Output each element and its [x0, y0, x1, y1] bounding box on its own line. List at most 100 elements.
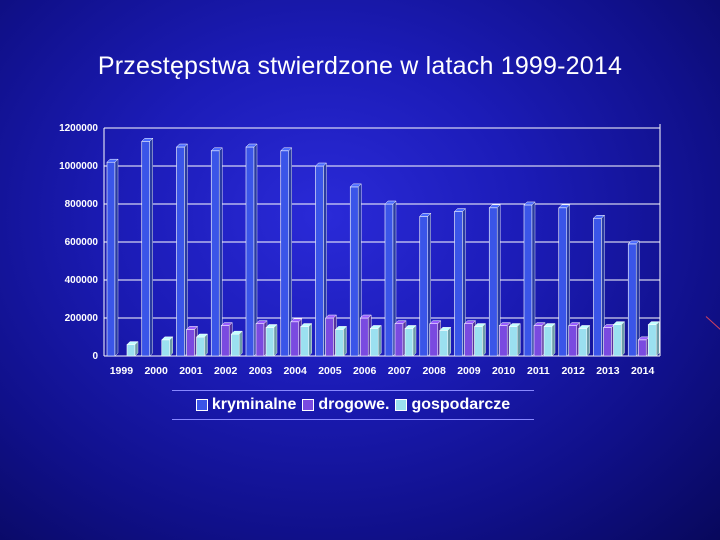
bar-front: [141, 141, 151, 357]
bar-front: [488, 207, 498, 357]
bar-side: [656, 321, 660, 357]
bar-front: [637, 339, 647, 357]
y-tick-label: 200000: [65, 313, 99, 324]
bar-gospodarcze-2002: [230, 330, 243, 357]
x-tick-label: 2011: [527, 365, 550, 377]
x-tick-label: 2012: [561, 365, 585, 377]
legend-item-gospodarcze: gospodarcze: [395, 396, 510, 414]
bar-front: [603, 327, 612, 357]
bar-front: [369, 328, 379, 357]
x-tick-label: 2002: [214, 365, 238, 377]
slide-title: Przestępstwa stwierdzone w latach 1999-2…: [97, 52, 623, 80]
y-tick-labels: 1200000 1000000 800000 600000 400000 200000 0: [59, 123, 98, 362]
bar-gospodarcze-2010: [508, 323, 521, 357]
bar-front: [627, 243, 637, 357]
bar-front: [161, 339, 171, 357]
bar-front: [280, 150, 290, 357]
bar-gospodarcze-2012: [578, 324, 591, 357]
bar-kryminalne-2003: [245, 143, 258, 357]
bar-side: [586, 324, 590, 357]
bar-gospodarcze-1999: [126, 341, 139, 357]
bar-front: [394, 323, 404, 357]
x-tick-label: 2001: [179, 365, 203, 377]
bar-side: [517, 323, 521, 357]
bar-front: [106, 161, 116, 357]
bar-gospodarcze-2013: [612, 321, 626, 357]
bar-drogowe-2003: [255, 320, 268, 357]
bar-front: [429, 323, 439, 357]
bar-side: [308, 323, 312, 357]
bar-front: [359, 317, 369, 357]
bar-kryminalne-2013: [592, 214, 606, 357]
x-tick-label: 2003: [249, 365, 273, 377]
legend-swatch-kryminalne: [195, 399, 208, 411]
bar-gospodarcze-2001: [195, 333, 209, 357]
bar-gospodarcze-2008: [439, 326, 452, 357]
bar-front: [558, 207, 568, 357]
bar-front: [533, 325, 543, 357]
x-tick-label: 2005: [318, 365, 342, 377]
bar-side: [412, 324, 417, 357]
bar-drogowe-2005: [324, 314, 338, 357]
bar-side: [134, 341, 139, 357]
bar-side: [378, 324, 382, 357]
x-tick-labels: 1999 2000 2001 2002 2003 2004 2005 2006 2007 2008…: [110, 365, 655, 377]
bar-side: [273, 324, 278, 357]
bar-kryminalne-2007: [384, 200, 397, 357]
y-tick-label: 400000: [65, 275, 99, 286]
x-tick-label: 2013: [596, 365, 620, 377]
bar-drogowe-2011: [533, 322, 546, 357]
legend-item-drogowe: drogowe.: [302, 396, 389, 414]
bar-front: [593, 217, 602, 357]
bar-side: [447, 326, 451, 357]
bar-kryminalne-2014: [627, 240, 640, 357]
bar-front: [335, 329, 344, 357]
bar-side: [636, 240, 640, 357]
bar-front: [498, 325, 508, 357]
bar-front: [220, 325, 230, 357]
bar-gospodarcze-2003: [265, 324, 278, 357]
bar-front: [419, 216, 429, 357]
bar-gospodarcze-2014: [647, 321, 660, 357]
bar-drogowe-2012: [568, 322, 581, 357]
bar-side: [482, 323, 486, 357]
x-tick-label: 2010: [492, 365, 516, 377]
bar-front: [404, 328, 414, 357]
bar-drogowe-2014: [637, 336, 650, 357]
bar-front: [265, 327, 275, 357]
x-tick-label: 2004: [283, 365, 307, 377]
legend-swatch-drogowe: [302, 399, 315, 411]
bar-gospodarcze-2004: [300, 323, 313, 357]
bar-gospodarcze-2011: [543, 323, 556, 357]
bar-drogowe-2008: [429, 320, 442, 357]
bar-side: [204, 333, 208, 357]
bar-drogowe-2010: [498, 322, 511, 357]
bar-front: [210, 150, 220, 357]
bar-side: [169, 336, 173, 357]
legend-label-gospodarcze: gospodarcze: [411, 396, 511, 413]
bar-front: [126, 344, 136, 357]
bar-side: [343, 325, 347, 357]
bar-kryminalne-2009: [453, 208, 467, 357]
bar-kryminalne-2011: [523, 201, 536, 357]
bar-front: [439, 330, 449, 357]
bar-drogowe-2002: [220, 322, 233, 357]
bar-front: [474, 326, 483, 357]
bar-kryminalne-2010: [488, 204, 501, 357]
bar-front: [454, 211, 463, 357]
bar-kryminalne-2001: [175, 143, 189, 357]
bar-kryminalne-2004: [280, 147, 293, 357]
bar-kryminalne-2006: [349, 183, 362, 357]
bar-gospodarcze-2006: [369, 324, 382, 357]
bar-side: [551, 323, 556, 357]
x-tick-label: 2007: [388, 365, 412, 377]
legend-label-drogowe: drogowe.: [318, 396, 390, 413]
bar-front: [290, 321, 300, 357]
x-tick-label: 2008: [422, 365, 446, 377]
bar-front: [568, 325, 578, 357]
bar-front: [349, 186, 359, 357]
y-tick-label: 1200000: [59, 123, 98, 134]
bar-side: [114, 158, 119, 357]
legend-swatch-gospodarcze: [395, 399, 408, 411]
x-tick-label: 2006: [353, 365, 377, 377]
